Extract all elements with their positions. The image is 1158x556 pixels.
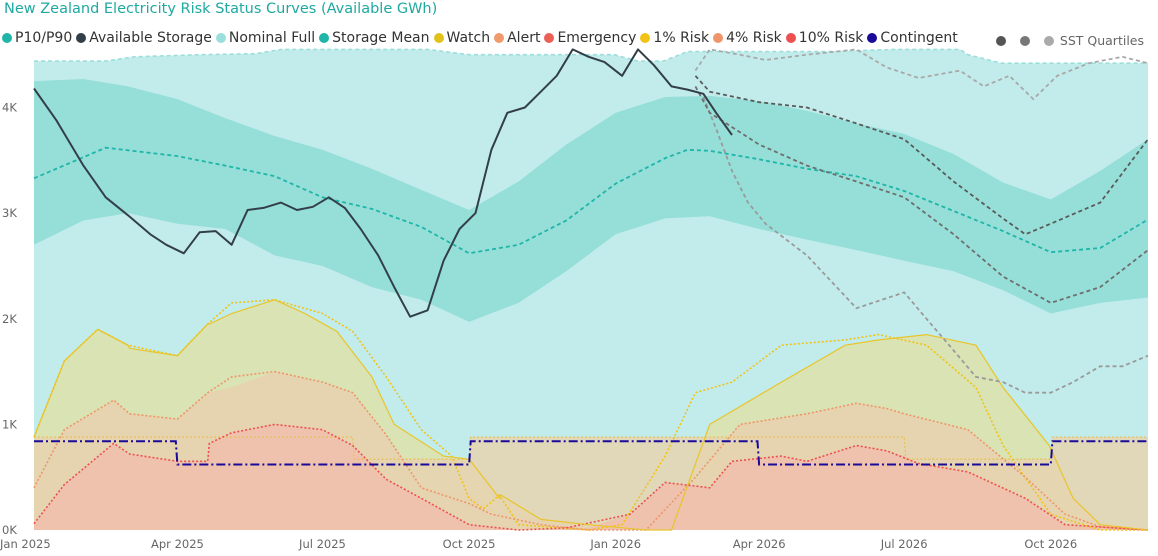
legend-label: Contingent xyxy=(880,30,958,46)
legend-item-contingent[interactable]: Contingent xyxy=(867,30,958,46)
legend-item-10-risk[interactable]: 10% Risk xyxy=(785,30,864,46)
x-tick-label: Jan 2026 xyxy=(589,537,641,551)
risk-10pct-line xyxy=(33,423,1149,531)
chart-title: New Zealand Electricity Risk Status Curv… xyxy=(4,1,438,17)
watch-line xyxy=(33,299,1149,531)
y-tick-label: 2K xyxy=(2,312,17,326)
legend-label: P10/P90 xyxy=(15,30,73,46)
legend-item-storage-mean[interactable]: Storage Mean xyxy=(319,30,430,46)
legend-dot xyxy=(494,33,505,43)
legend-label: Nominal Full xyxy=(228,30,316,46)
sst-legend-label: SST Quartiles xyxy=(1059,33,1144,48)
legend-item-nominal-full[interactable]: Nominal Full xyxy=(215,30,316,46)
legend-dot xyxy=(433,33,444,43)
y-tick-label: 4K xyxy=(2,101,17,115)
contingent-line xyxy=(34,440,1148,466)
legend-item-alert[interactable]: Alert xyxy=(494,30,540,46)
y-tick-label: 3K xyxy=(2,206,17,220)
x-tick-label: Oct 2025 xyxy=(443,537,496,551)
legend-label: Watch xyxy=(446,30,491,46)
x-tick-label: Apr 2025 xyxy=(151,537,204,551)
legend-item-p10-p90[interactable]: P10/P90 xyxy=(2,30,72,46)
x-tick-label: Apr 2026 xyxy=(733,537,786,551)
risk-4pct-line xyxy=(33,370,1149,531)
legend-dot xyxy=(2,33,12,43)
sst-legend: SST Quartiles xyxy=(982,33,1144,48)
legend-item-1-risk[interactable]: 1% Risk xyxy=(640,30,709,46)
legend-label: 10% Risk xyxy=(798,30,864,46)
available-storage-line xyxy=(33,48,733,318)
legend-dot xyxy=(319,33,330,43)
sst-dot-3 xyxy=(1043,35,1054,46)
legend-label: Available Storage xyxy=(89,30,212,46)
x-tick-label: Jul 2025 xyxy=(298,537,346,551)
legend-item-emergency[interactable]: Emergency xyxy=(544,30,636,46)
p10-p90-band xyxy=(34,79,1148,322)
legend-dot xyxy=(215,33,226,43)
storage-mean-line xyxy=(33,146,1149,255)
legend-item-4-risk[interactable]: 4% Risk xyxy=(713,30,782,46)
legend-label: Storage Mean xyxy=(332,30,430,46)
legend-label: Alert xyxy=(507,30,541,46)
legend-dot xyxy=(76,33,87,43)
y-tick-label: 1K xyxy=(2,417,17,431)
x-tick-label: Oct 2026 xyxy=(1024,537,1077,551)
legend-dot xyxy=(713,33,724,43)
sst-sst-median-line xyxy=(694,85,1149,304)
legend-label: 1% Risk xyxy=(653,30,710,46)
legend-label: 4% Risk xyxy=(726,30,782,46)
emergency-zone-area xyxy=(34,424,1148,530)
legend-label: Emergency xyxy=(557,30,637,46)
legend-item-watch[interactable]: Watch xyxy=(433,30,491,46)
watch-floor-line xyxy=(34,436,1148,460)
legend-dot xyxy=(785,33,796,43)
nominal-full-line xyxy=(34,48,1148,64)
sst-sst-upper-quartile-line xyxy=(694,75,1149,236)
sst-sst-lower-quartile-line xyxy=(702,96,1149,394)
sst-dot-2 xyxy=(1019,35,1030,46)
sst-dot-1 xyxy=(995,35,1006,46)
legend-item-available-storage[interactable]: Available Storage xyxy=(76,30,212,46)
legend-dot xyxy=(867,33,878,43)
legend-dot xyxy=(544,33,555,43)
x-tick-label: Jan 2025 xyxy=(0,537,51,551)
chart-legend: P10/P90 Available Storage Nominal Full Stor… xyxy=(2,30,962,47)
legend-dot xyxy=(640,33,651,43)
x-tick-label: Jul 2026 xyxy=(880,537,928,551)
y-tick-label: 0K xyxy=(2,523,17,537)
